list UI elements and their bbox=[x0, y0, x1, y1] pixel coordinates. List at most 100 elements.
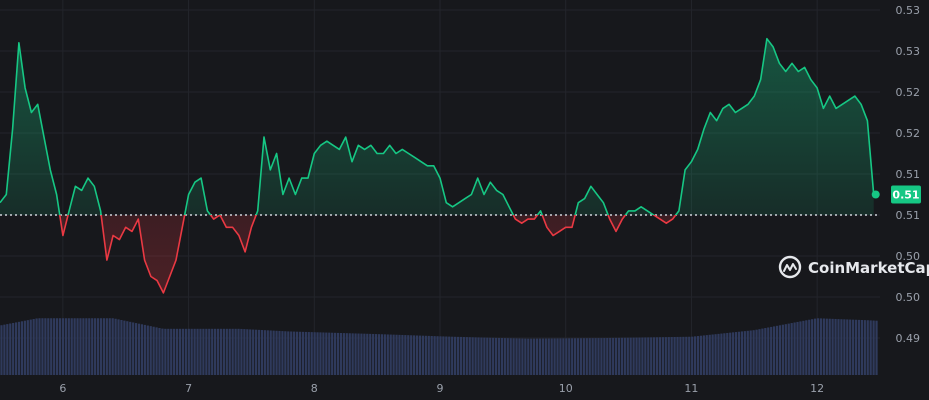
volume-bar bbox=[55, 318, 59, 375]
volume-bar bbox=[290, 331, 293, 375]
volume-bar bbox=[664, 337, 667, 375]
volume-bar bbox=[813, 318, 817, 375]
volume-bar bbox=[161, 328, 164, 375]
volume-bar bbox=[591, 338, 594, 375]
volume-bar bbox=[284, 331, 287, 375]
volume-bar bbox=[222, 328, 225, 375]
volume-bar bbox=[345, 333, 348, 375]
volume-bar bbox=[603, 338, 606, 375]
price-line bbox=[0, 37, 875, 294]
volume-bar bbox=[9, 323, 12, 375]
volume-bar bbox=[158, 327, 161, 375]
volume-bar bbox=[20, 321, 24, 375]
volume-bar bbox=[298, 331, 302, 375]
volume-bar bbox=[319, 332, 322, 375]
volume-bar bbox=[386, 334, 389, 375]
volume-bar bbox=[462, 337, 465, 375]
volume-bar bbox=[477, 337, 480, 375]
volume-bar bbox=[465, 337, 468, 375]
volume-bar bbox=[50, 318, 53, 375]
volume-bars bbox=[0, 318, 878, 375]
volume-bar bbox=[143, 324, 146, 375]
volume-bar bbox=[398, 334, 401, 375]
volume-bar bbox=[808, 319, 811, 375]
volume-bar bbox=[339, 332, 343, 375]
y-tick-label: 0.51 bbox=[896, 168, 921, 181]
volume-bar bbox=[846, 319, 849, 375]
volume-bar bbox=[120, 319, 123, 375]
volume-bar bbox=[6, 324, 9, 375]
volume-bar bbox=[295, 331, 299, 375]
volume-bar bbox=[597, 338, 600, 375]
last-price-dot bbox=[871, 190, 880, 199]
volume-bar bbox=[430, 335, 433, 375]
volume-bar bbox=[307, 332, 310, 375]
volume-bar bbox=[480, 337, 483, 375]
volume-bar bbox=[304, 331, 307, 375]
volume-bar bbox=[451, 336, 454, 375]
volume-bar bbox=[506, 338, 509, 375]
x-tick-label: 7 bbox=[185, 382, 192, 395]
volume-bar bbox=[281, 331, 284, 375]
volume-bar bbox=[869, 320, 872, 375]
volume-bar bbox=[173, 328, 176, 375]
volume-bar bbox=[336, 332, 340, 375]
volume-bar bbox=[392, 334, 395, 375]
volume-bar bbox=[44, 318, 47, 375]
x-tick-label: 11 bbox=[684, 382, 698, 395]
volume-bar bbox=[588, 338, 591, 375]
y-tick-label: 0.52 bbox=[896, 86, 921, 99]
volume-bar bbox=[199, 328, 202, 375]
volume-bar bbox=[500, 338, 504, 375]
volume-bar bbox=[257, 329, 261, 375]
volume-bar bbox=[837, 319, 840, 375]
volume-bar bbox=[875, 320, 878, 375]
volume-bar bbox=[91, 318, 94, 375]
volume-bar bbox=[764, 328, 767, 375]
volume-bar bbox=[647, 337, 650, 375]
volume-bar bbox=[175, 328, 179, 375]
volume-bar bbox=[860, 320, 864, 375]
volume-bar bbox=[749, 330, 752, 375]
volume-bar bbox=[793, 322, 796, 375]
volume-bar bbox=[187, 328, 190, 375]
volume-bar bbox=[82, 318, 85, 375]
volume-bar bbox=[342, 333, 345, 375]
volume-bar bbox=[758, 329, 761, 375]
volume-bar bbox=[436, 336, 439, 375]
volume-bar bbox=[325, 332, 328, 375]
volume-bar bbox=[854, 319, 858, 375]
volume-bar bbox=[790, 323, 793, 375]
volume-bar bbox=[494, 337, 498, 375]
volume-bar bbox=[579, 338, 583, 375]
volume-bar bbox=[137, 323, 141, 375]
volume-bar bbox=[755, 329, 758, 375]
coinmarketcap-logo-icon bbox=[778, 255, 802, 279]
volume-bar bbox=[351, 333, 354, 375]
volume-bar bbox=[108, 318, 111, 375]
volume-bar bbox=[94, 318, 97, 375]
volume-bar bbox=[17, 321, 21, 375]
volume-bar bbox=[740, 331, 744, 375]
volume-bar bbox=[23, 320, 26, 375]
y-tick-label: 0.49 bbox=[896, 332, 921, 345]
volume-bar bbox=[216, 328, 220, 375]
volume-bar bbox=[181, 328, 185, 375]
price-line-up bbox=[0, 37, 875, 215]
volume-bar bbox=[857, 319, 861, 375]
last-price-marker: 0.51 bbox=[871, 185, 921, 204]
volume-bar bbox=[726, 332, 729, 375]
volume-bar bbox=[12, 322, 15, 375]
volume-bar bbox=[334, 332, 337, 375]
volume-bar bbox=[781, 324, 784, 375]
volume-bar bbox=[73, 318, 76, 375]
volume-bar bbox=[395, 334, 398, 375]
volume-bar bbox=[562, 338, 565, 375]
volume-bar bbox=[468, 337, 471, 375]
volume-bar bbox=[383, 334, 386, 375]
volume-bar bbox=[576, 338, 580, 375]
volume-bar bbox=[132, 322, 135, 375]
volume-bar bbox=[620, 337, 624, 375]
volume-bar bbox=[530, 338, 533, 375]
